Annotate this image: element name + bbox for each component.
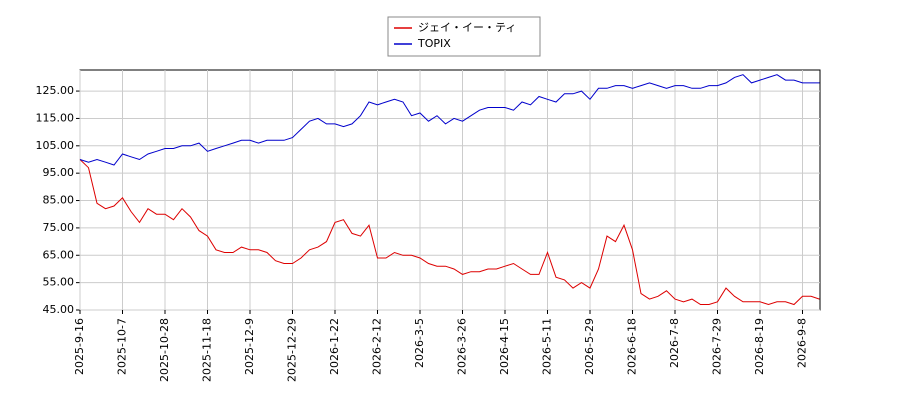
x-tick-label: 2025-12-9 <box>243 318 256 375</box>
y-tick-label: 45.00 <box>43 303 75 316</box>
x-tick-label: 2025-9-16 <box>73 318 86 375</box>
series-line <box>79 74 820 166</box>
legend-box <box>387 16 541 57</box>
x-tick-label: 2026-7-8 <box>668 318 681 368</box>
legend-label: ジェイ・イー・ティ <box>418 21 516 34</box>
x-tick-label: 2026-3-26 <box>456 318 469 375</box>
x-tick-label: 2026-5-29 <box>583 318 596 375</box>
legend-label: TOPIX <box>417 37 451 50</box>
x-tick-label: 2026-6-18 <box>626 318 639 375</box>
y-tick-label: 55.00 <box>43 276 75 289</box>
x-tick-label: 2025-12-29 <box>286 318 299 382</box>
y-tick-label: 115.00 <box>36 111 75 124</box>
legend <box>387 16 541 57</box>
y-tick-label: 85.00 <box>43 194 75 207</box>
x-tick-label: 2026-8-19 <box>753 318 766 375</box>
x-tick-label: 2026-7-29 <box>711 318 724 375</box>
x-tick-label: 2026-5-11 <box>541 318 554 375</box>
y-tick-label: 65.00 <box>43 248 75 261</box>
x-tick-label: 2026-4-15 <box>498 318 511 375</box>
y-tick-label: 105.00 <box>36 139 75 152</box>
x-tick-label: 2026-9-8 <box>796 318 809 368</box>
x-tick-label: 2025-10-7 <box>116 318 129 375</box>
x-tick-label: 2025-10-28 <box>158 318 171 382</box>
x-tick-label: 2025-11-18 <box>201 318 214 382</box>
y-tick-label: 125.00 <box>36 84 75 97</box>
y-tick-label: 75.00 <box>43 221 75 234</box>
series-line <box>79 159 820 306</box>
plot-frame <box>79 69 821 311</box>
x-tick-label: 2026-2-12 <box>371 318 384 375</box>
x-tick-label: 2026-3-5 <box>413 318 426 368</box>
y-tick-label: 95.00 <box>43 166 75 179</box>
x-tick-label: 2026-1-22 <box>328 318 341 375</box>
